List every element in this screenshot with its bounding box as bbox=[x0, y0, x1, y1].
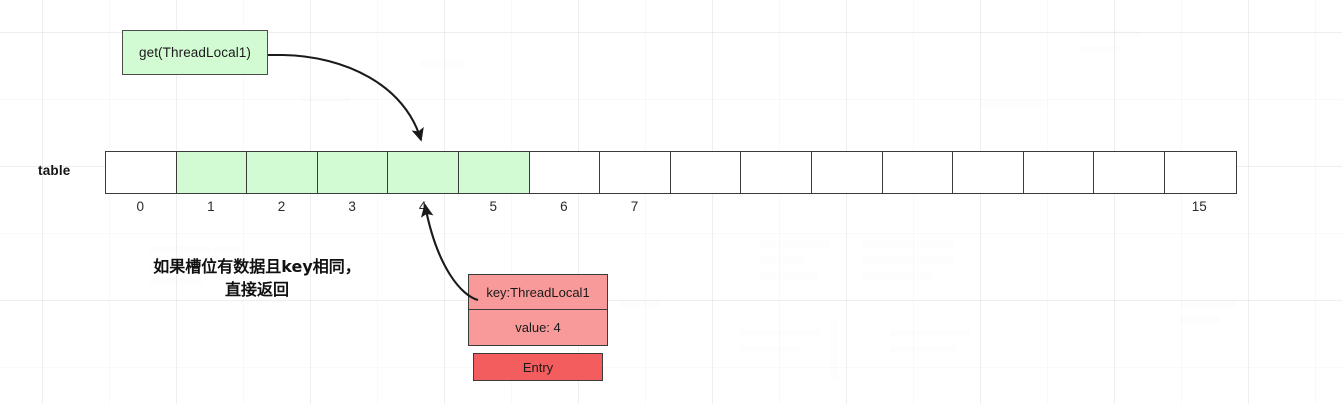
entry-card: key:ThreadLocal1 value: 4 Entry bbox=[468, 274, 608, 381]
table-index-5: 5 bbox=[489, 199, 498, 214]
table-slot-15[interactable] bbox=[1164, 152, 1236, 193]
table-slot-7[interactable] bbox=[600, 152, 671, 193]
table-index-0: 0 bbox=[136, 199, 145, 214]
table-slot-0[interactable] bbox=[106, 152, 177, 193]
table-slot-2[interactable] bbox=[247, 152, 318, 193]
table-slot-6[interactable] bbox=[529, 152, 601, 193]
entry-kv-box: key:ThreadLocal1 value: 4 bbox=[468, 274, 608, 346]
get-call-box: get(ThreadLocal1) bbox=[122, 30, 268, 75]
annotation-line-1: 如果槽位有数据且key相同， bbox=[153, 257, 361, 276]
arrow-call-to-slot bbox=[268, 53, 424, 142]
table-index-1: 1 bbox=[207, 199, 215, 214]
annotation-line-2: 直接返回 bbox=[224, 280, 289, 300]
table-slot-10[interactable] bbox=[811, 152, 883, 193]
table-index-4: 4 bbox=[418, 199, 427, 214]
entry-key-row: key:ThreadLocal1 bbox=[469, 275, 607, 310]
table-index-3: 3 bbox=[348, 199, 356, 214]
table-index-13 bbox=[1023, 199, 1094, 219]
table-slot-1[interactable] bbox=[176, 152, 248, 193]
table-slot-11[interactable] bbox=[882, 152, 954, 193]
table-slots bbox=[105, 151, 1237, 194]
table-index-row: 0 1 2 3 4 5 6 7 15 bbox=[105, 199, 1235, 219]
table-index-15: 15 bbox=[1191, 199, 1207, 214]
table-slot-14[interactable] bbox=[1094, 152, 1165, 193]
table-index-14 bbox=[1093, 199, 1164, 219]
table-index-10 bbox=[811, 199, 882, 219]
table-index-7: 7 bbox=[630, 199, 639, 214]
table-slot-3[interactable] bbox=[317, 152, 389, 193]
entry-type-band: Entry bbox=[473, 353, 603, 381]
entry-value-row: value: 4 bbox=[515, 320, 561, 335]
table-slot-5[interactable] bbox=[458, 152, 530, 193]
table-label: table bbox=[38, 163, 71, 178]
table-slot-13[interactable] bbox=[1023, 152, 1095, 193]
table-slot-9[interactable] bbox=[741, 152, 812, 193]
table-index-12 bbox=[952, 199, 1023, 219]
table-slot-8[interactable] bbox=[670, 152, 742, 193]
get-call-label: get(ThreadLocal1) bbox=[138, 45, 251, 60]
annotation-note: 如果槽位有数据且key相同， 直接返回 bbox=[112, 255, 402, 301]
table-index-11 bbox=[882, 199, 953, 219]
table-index-6: 6 bbox=[560, 199, 568, 214]
table-slot-4[interactable] bbox=[388, 152, 459, 193]
table-index-9 bbox=[740, 199, 811, 219]
table-slot-12[interactable] bbox=[953, 152, 1024, 193]
table-index-2: 2 bbox=[277, 199, 286, 214]
table-index-8 bbox=[670, 199, 741, 219]
